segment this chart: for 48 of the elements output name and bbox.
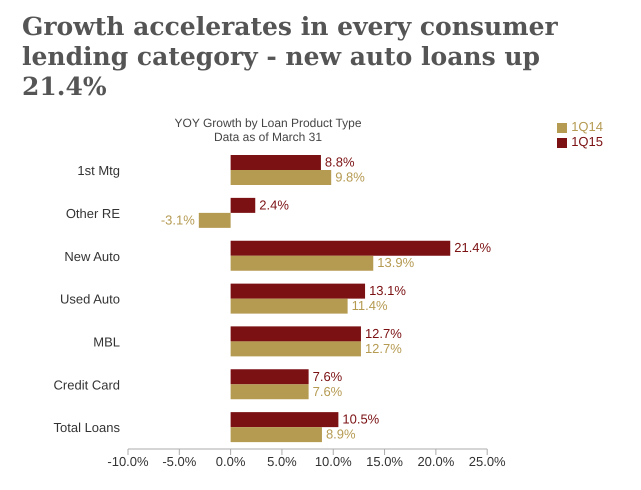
x-tick-label: 0.0% — [216, 454, 246, 470]
legend-label: 1Q15 — [571, 134, 603, 149]
data-label: 8.9% — [326, 426, 356, 442]
bar — [230, 427, 322, 442]
x-tick-label: -5.0% — [162, 454, 197, 470]
data-label: 13.1% — [369, 283, 406, 298]
data-label: 7.6% — [312, 368, 343, 384]
bar — [230, 155, 321, 170]
y-tick-label: MBL — [93, 334, 120, 350]
bar — [230, 170, 332, 185]
data-label: 7.6% — [312, 384, 343, 399]
data-label: 8.8% — [324, 154, 356, 170]
chart-title: Growth accelerates in every consumer lending category - new auto loans up 21.4% — [21, 11, 559, 103]
data-label: 12.7% — [364, 340, 402, 356]
x-tick-label: 25.0% — [468, 454, 506, 470]
data-label: 13.9% — [377, 255, 415, 270]
bar — [230, 412, 338, 428]
bar — [230, 384, 309, 400]
bar — [230, 326, 361, 342]
x-tick-label: -10.0% — [107, 454, 150, 470]
data-label: 2.4% — [259, 197, 290, 212]
y-tick-label: Credit Card — [54, 377, 120, 392]
bar — [230, 298, 348, 314]
bar — [230, 240, 450, 256]
bar — [230, 256, 374, 271]
data-label: -3.1% — [160, 212, 196, 228]
x-tick-label: 20.0% — [417, 454, 455, 470]
data-label: 12.7% — [364, 326, 402, 341]
x-tick-label: 5.0% — [267, 454, 298, 470]
bar — [198, 212, 231, 228]
data-label: 21.4% — [454, 240, 492, 256]
bar — [230, 284, 366, 299]
bar — [230, 369, 309, 384]
bar — [230, 341, 361, 356]
data-label: 11.4% — [352, 298, 388, 314]
x-tick-label: 10.0% — [314, 454, 352, 470]
y-tick-label: Other RE — [66, 206, 120, 221]
y-tick-label: 1st Mtg — [77, 163, 120, 178]
legend-label: 1Q14 — [571, 119, 603, 134]
bar — [230, 198, 256, 213]
y-tick-label: Total Loans — [54, 420, 120, 436]
text: Data as of March 31 — [212, 130, 324, 144]
y-tick-label: New Auto — [64, 248, 120, 264]
data-label: 9.8% — [335, 170, 366, 184]
chart-subtitle: YOY Growth by Loan Product Type — [174, 116, 362, 130]
data-label: 10.5% — [342, 412, 380, 427]
x-tick-label: 15.0% — [366, 454, 404, 470]
y-tick-label: Used Auto — [60, 292, 120, 307]
